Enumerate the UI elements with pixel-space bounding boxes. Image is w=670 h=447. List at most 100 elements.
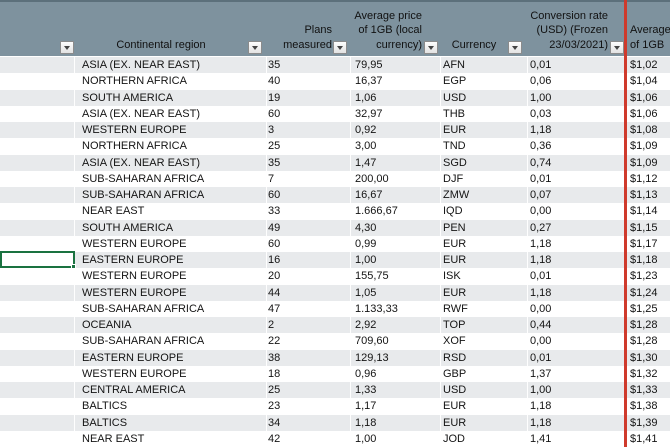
cell-price[interactable]: 16,37 xyxy=(355,75,383,88)
cell-usd[interactable]: $1,12 xyxy=(630,172,658,185)
cell-rate[interactable]: 0,01 xyxy=(530,172,552,185)
cell-region[interactable]: SUB-SAHARAN AFRICA xyxy=(82,302,205,315)
cell-plans[interactable]: 20 xyxy=(268,270,281,283)
filter-dropdown-region[interactable] xyxy=(248,41,262,54)
cell-price[interactable]: 1.133,33 xyxy=(355,302,398,315)
cell-region[interactable]: NEAR EAST xyxy=(82,205,145,218)
cell-plans[interactable]: 7 xyxy=(268,172,275,185)
cell-currency[interactable]: TOP xyxy=(443,319,466,332)
cell-rate[interactable]: 1,00 xyxy=(530,91,552,104)
cell-price[interactable]: 709,60 xyxy=(355,335,389,348)
cell-rate[interactable]: 1,18 xyxy=(530,124,552,137)
cell-currency[interactable]: ISK xyxy=(443,270,461,283)
cell-usd[interactable]: $1,15 xyxy=(630,221,658,234)
cell-plans[interactable]: 2 xyxy=(268,319,275,332)
cell-currency[interactable]: XOF xyxy=(443,335,466,348)
cell-blank[interactable] xyxy=(0,73,74,89)
cell-region[interactable]: WESTERN EUROPE xyxy=(82,270,187,283)
cell-region[interactable]: OCEANIA xyxy=(82,319,132,332)
cell-rate[interactable]: 1,18 xyxy=(530,400,552,413)
cell-blank[interactable] xyxy=(0,90,74,106)
filter-dropdown-currency[interactable] xyxy=(508,41,522,54)
cell-currency[interactable]: JOD xyxy=(443,432,465,445)
cell-price[interactable]: 0,92 xyxy=(355,124,377,137)
fill-handle[interactable] xyxy=(71,264,76,269)
cell-currency[interactable]: RWF xyxy=(443,302,468,315)
cell-blank[interactable] xyxy=(0,301,74,317)
filter-dropdown-col-a[interactable] xyxy=(60,41,74,54)
cell-plans[interactable]: 16 xyxy=(268,254,281,267)
cell-usd[interactable]: $1,17 xyxy=(630,237,658,250)
cell-price[interactable]: 155,75 xyxy=(355,270,389,283)
cell-blank[interactable] xyxy=(0,155,74,171)
cell-blank[interactable] xyxy=(0,220,74,236)
cell-usd[interactable]: $1,02 xyxy=(630,59,658,72)
cell-currency[interactable]: IQD xyxy=(443,205,463,218)
cell-usd[interactable]: $1,24 xyxy=(630,286,658,299)
cell-currency[interactable]: ZMW xyxy=(443,189,470,202)
cell-region[interactable]: SOUTH AMERICA xyxy=(82,91,174,104)
cell-usd[interactable]: $1,06 xyxy=(630,107,658,120)
cell-rate[interactable]: 1,18 xyxy=(530,237,552,250)
cell-plans[interactable]: 47 xyxy=(268,302,281,315)
cell-region[interactable]: WESTERN EUROPE xyxy=(82,124,187,137)
cell-usd[interactable]: $1,06 xyxy=(630,91,658,104)
cell-rate[interactable]: 0,00 xyxy=(530,302,552,315)
cell-region[interactable]: CENTRAL AMERICA xyxy=(82,384,186,397)
cell-blank[interactable] xyxy=(0,415,74,431)
cell-blank[interactable] xyxy=(0,268,74,284)
cell-rate[interactable]: 0,01 xyxy=(530,59,552,72)
cell-currency[interactable]: SGD xyxy=(443,156,467,169)
cell-usd[interactable]: $1,33 xyxy=(630,384,658,397)
cell-plans[interactable]: 35 xyxy=(268,59,281,72)
cell-usd[interactable]: $1,28 xyxy=(630,319,658,332)
cell-usd[interactable]: $1,09 xyxy=(630,140,658,153)
cell-blank[interactable] xyxy=(0,382,74,398)
cell-price[interactable]: 32,97 xyxy=(355,107,383,120)
cell-usd[interactable]: $1,08 xyxy=(630,124,658,137)
cell-usd[interactable]: $1,13 xyxy=(630,189,658,202)
cell-plans[interactable]: 25 xyxy=(268,140,281,153)
cell-currency[interactable]: EUR xyxy=(443,416,467,429)
cell-price[interactable]: 1,06 xyxy=(355,91,377,104)
cell-usd[interactable]: $1,18 xyxy=(630,254,658,267)
cell-price[interactable]: 2,92 xyxy=(355,319,377,332)
cell-region[interactable]: NORTHERN AFRICA xyxy=(82,75,187,88)
cell-rate[interactable]: 0,03 xyxy=(530,107,552,120)
cell-region[interactable]: WESTERN EUROPE xyxy=(82,367,187,380)
cell-region[interactable]: ASIA (EX. NEAR EAST) xyxy=(82,156,200,169)
cell-currency[interactable]: EUR xyxy=(443,124,467,137)
cell-currency[interactable]: DJF xyxy=(443,172,464,185)
cell-usd[interactable]: $1,38 xyxy=(630,400,658,413)
cell-plans[interactable]: 40 xyxy=(268,75,281,88)
cell-price[interactable]: 1.666,67 xyxy=(355,205,398,218)
cell-rate[interactable]: 1,37 xyxy=(530,367,552,380)
cell-blank[interactable] xyxy=(0,187,74,203)
cell-plans[interactable]: 42 xyxy=(268,432,281,445)
cell-rate[interactable]: 1,00 xyxy=(530,384,552,397)
cell-price[interactable]: 1,00 xyxy=(355,254,377,267)
cell-price[interactable]: 200,00 xyxy=(355,172,389,185)
cell-rate[interactable]: 0,01 xyxy=(530,270,552,283)
cell-price[interactable]: 16,67 xyxy=(355,189,383,202)
cell-usd[interactable]: $1,23 xyxy=(630,270,658,283)
cell-currency[interactable]: TND xyxy=(443,140,466,153)
cell-usd[interactable]: $1,28 xyxy=(630,335,658,348)
cell-usd[interactable]: $1,25 xyxy=(630,302,658,315)
cell-usd[interactable]: $1,09 xyxy=(630,156,658,169)
cell-blank[interactable] xyxy=(0,431,74,447)
cell-rate[interactable]: 0,06 xyxy=(530,75,552,88)
cell-rate[interactable]: 0,07 xyxy=(530,189,552,202)
cell-price[interactable]: 1,47 xyxy=(355,156,377,169)
cell-plans[interactable]: 18 xyxy=(268,367,281,380)
cell-rate[interactable]: 1,18 xyxy=(530,254,552,267)
cell-plans[interactable]: 3 xyxy=(268,124,275,137)
cell-plans[interactable]: 60 xyxy=(268,107,281,120)
cell-region[interactable]: EASTERN EUROPE xyxy=(82,254,184,267)
cell-currency[interactable]: EUR xyxy=(443,254,467,267)
cell-blank[interactable] xyxy=(0,106,74,122)
cell-price[interactable]: 0,96 xyxy=(355,367,377,380)
cell-blank[interactable] xyxy=(0,57,74,73)
cell-plans[interactable]: 35 xyxy=(268,156,281,169)
cell-rate[interactable]: 0,44 xyxy=(530,319,552,332)
